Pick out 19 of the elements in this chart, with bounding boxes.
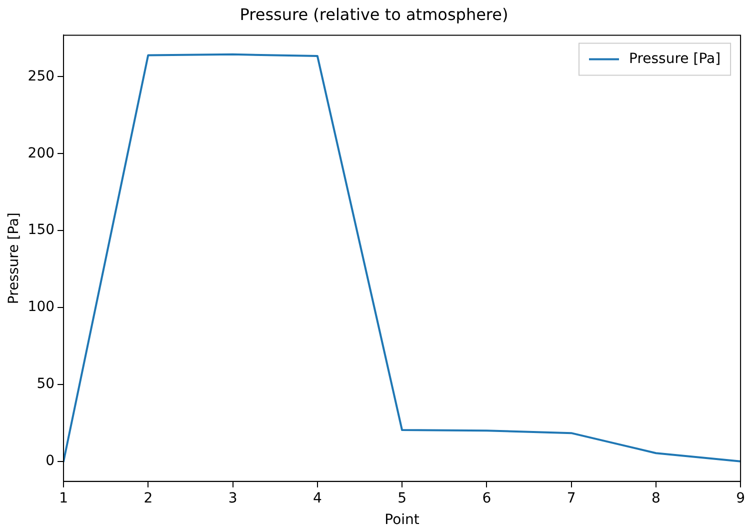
x-tick-label: 4 (312, 490, 322, 506)
chart-title: Pressure (relative to atmosphere) (240, 4, 508, 24)
y-tick-label: 250 (28, 68, 55, 84)
x-tick-label: 5 (398, 490, 406, 506)
x-tick-label: 6 (482, 490, 492, 506)
y-tick-label: 200 (28, 145, 55, 162)
x-tick-label: 8 (651, 490, 660, 506)
x-tick-label: 1 (59, 490, 68, 506)
legend-label: Pressure [Pa] (629, 50, 721, 67)
x-tick-label: 9 (736, 490, 746, 506)
y-tick-label: 150 (28, 222, 55, 238)
y-tick-label: 50 (36, 376, 55, 392)
x-tick-label: 7 (566, 490, 576, 506)
x-axis-title: Point (384, 512, 420, 528)
y-axis-title: Pressure [Pa] (6, 212, 22, 304)
y-tick-label: 100 (28, 299, 55, 316)
x-tick-label: 3 (228, 490, 238, 506)
x-tick-label: 2 (144, 490, 153, 506)
y-tick-label: 0 (46, 453, 55, 470)
